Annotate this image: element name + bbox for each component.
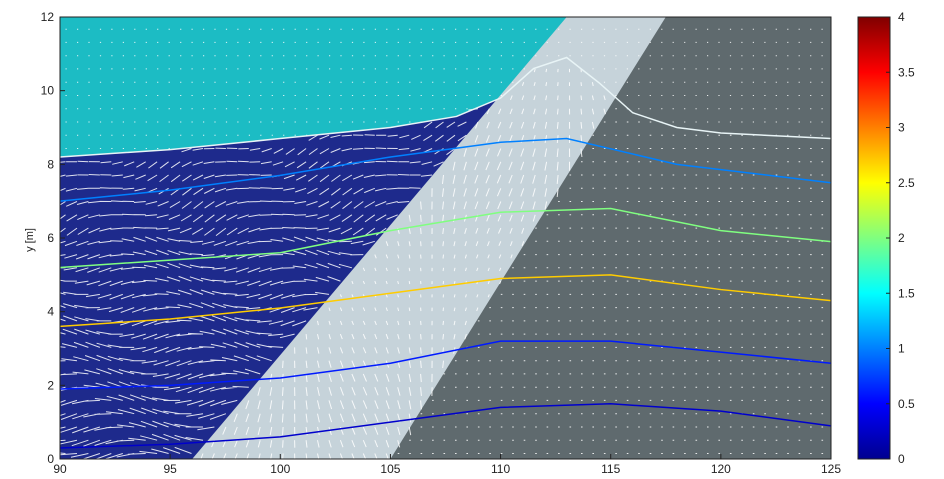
contour-line bbox=[60, 340, 831, 390]
colorbar-tick-label: 1.5 bbox=[898, 286, 915, 300]
x-axis-ticks: 90 95 100 105 110 115 120 125 bbox=[53, 454, 841, 476]
colorbar-tick-label: 0.5 bbox=[898, 397, 915, 411]
y-tick-label: 0 bbox=[47, 452, 54, 466]
x-tick-label: 95 bbox=[163, 462, 177, 476]
x-tick-label: 115 bbox=[601, 462, 620, 476]
y-tick-label: 4 bbox=[47, 305, 54, 319]
x-tick-label: 100 bbox=[270, 462, 290, 476]
y-axis-ticks: 0 2 4 6 8 10 12 bbox=[41, 10, 65, 466]
impermeable-body-region bbox=[390, 17, 831, 459]
free-surface-line bbox=[60, 56, 831, 158]
colorbar-tick-label: 3 bbox=[898, 121, 905, 135]
y-tick-label: 12 bbox=[41, 10, 55, 24]
y-tick-label: 10 bbox=[41, 84, 55, 98]
contour-line bbox=[60, 137, 831, 202]
x-tick-label: 110 bbox=[491, 462, 510, 476]
colorbar-tick-label: 1 bbox=[898, 342, 905, 356]
velocity-arrows bbox=[60, 28, 824, 459]
x-tick-label: 120 bbox=[711, 462, 731, 476]
y-tick-label: 8 bbox=[47, 157, 54, 171]
colorbar-tick-label: 2.5 bbox=[898, 176, 915, 190]
colorbar-tick-label: 4 bbox=[898, 10, 905, 24]
plot-area bbox=[60, 17, 831, 459]
colorbar-tick-label: 2 bbox=[898, 231, 905, 245]
y-tick-label: 2 bbox=[47, 378, 54, 392]
contour-line bbox=[60, 402, 831, 449]
contour-line bbox=[60, 207, 831, 269]
contour-lines bbox=[60, 137, 831, 449]
y-tick-label: 6 bbox=[47, 231, 54, 245]
contour-line bbox=[60, 274, 831, 328]
x-tick-label: 125 bbox=[821, 462, 841, 476]
x-tick-label: 105 bbox=[380, 462, 400, 476]
colorbar bbox=[857, 16, 891, 460]
colorbar-tick-label: 3.5 bbox=[898, 65, 915, 79]
y-axis-label: y [m] bbox=[24, 228, 36, 252]
colorbar-tick-label: 0 bbox=[898, 452, 905, 466]
x-tick-label: 90 bbox=[53, 462, 67, 476]
colorbar-ticks: 0 0.5 1 1.5 2 2.5 3 3.5 4 bbox=[886, 10, 915, 466]
